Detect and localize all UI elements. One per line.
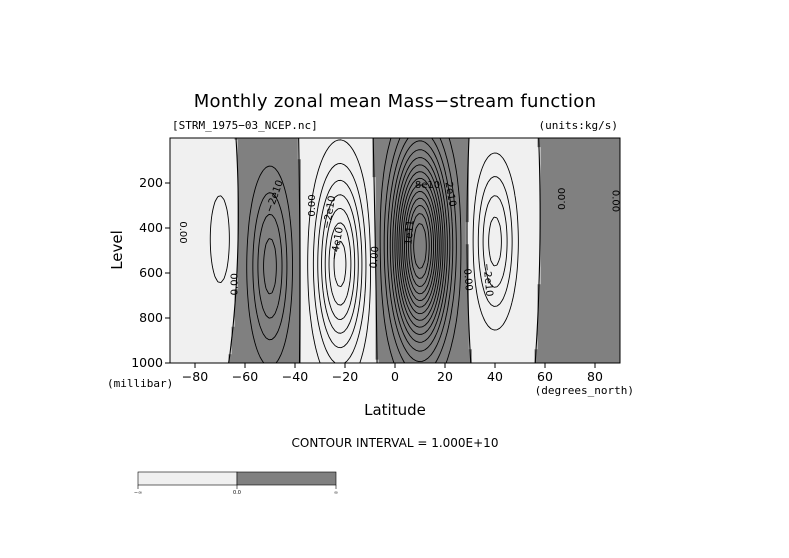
chart-title: Monthly zonal mean Mass−stream function <box>194 91 597 112</box>
y-tick-label: 200 <box>139 175 163 190</box>
positive-contour-line <box>396 164 444 328</box>
x-tick-label: 0 <box>391 369 399 384</box>
contour-label: 0.00 <box>369 246 382 269</box>
y-tick-label: 1000 <box>131 355 163 370</box>
x-unit-label: (degrees_north) <box>535 384 634 397</box>
colorbar-label-high: ∞ <box>334 490 338 496</box>
y-tick-label: 800 <box>139 310 163 325</box>
negative-contour-line <box>328 222 352 306</box>
contour-interval-label: CONTOUR INTERVAL = 1.000E+10 <box>292 436 499 450</box>
colorbar-label-low: −∞ <box>134 490 142 496</box>
contour-label: 0.00 <box>307 194 318 216</box>
colorbar: −∞ 0.0 ∞ <box>134 471 338 496</box>
contour-label: 0.00 <box>557 188 568 210</box>
file-label: [STRM_1975−03_NCEP.nc] <box>172 119 318 132</box>
positive-region <box>228 138 620 363</box>
positive-contour-line <box>263 140 451 352</box>
x-axis-label: Latitude <box>364 401 426 419</box>
positive-contour-line <box>246 138 462 363</box>
positive-contour-line <box>400 177 440 315</box>
positive-contour-line <box>398 171 442 321</box>
y-tick-label: 600 <box>139 265 163 280</box>
positive-contour-line <box>252 138 457 363</box>
positive-contour-line <box>404 190 436 302</box>
positive-contour-line <box>408 204 432 288</box>
y-unit-label: (millibar) <box>107 377 173 390</box>
positive-contour-line <box>394 157 446 335</box>
y-tick-label: 400 <box>139 220 163 235</box>
contour-label: −2e10 <box>481 263 495 297</box>
x-axis: −80 −60 −40 −20 0 20 40 60 80 <box>182 363 603 384</box>
positive-contour-line <box>410 213 430 279</box>
positive-contour-line <box>405 197 435 295</box>
contour-label: 8e10 <box>415 180 440 191</box>
colorbar-label-zero: 0.0 <box>233 490 241 496</box>
x-tick-label: 20 <box>437 369 453 384</box>
positive-shading-layer <box>228 138 620 363</box>
contour-label: 0.00 <box>177 221 188 243</box>
contour-label: 0.00 <box>230 273 241 295</box>
y-axis: 200 400 600 800 1000 <box>131 175 170 370</box>
units-label: (units:kg/s) <box>539 119 618 132</box>
negative-contour-line <box>209 139 519 363</box>
negative-contour-line <box>317 179 508 349</box>
negative-contour-line <box>324 207 356 321</box>
positive-contour-line <box>413 223 427 269</box>
x-tick-label: 40 <box>487 369 503 384</box>
negative-contour-line <box>333 240 347 288</box>
contour-label: 2e10 <box>442 181 457 208</box>
contour-label: 1e11 <box>403 219 416 245</box>
y-axis-label: Level <box>108 230 126 270</box>
contour-label: 0.00 <box>610 190 621 212</box>
contour-label: 0.00 <box>461 268 474 291</box>
positive-contour-line <box>257 138 454 363</box>
x-tick-label: −80 <box>182 369 208 384</box>
x-tick-label: −60 <box>232 369 258 384</box>
x-tick-label: 80 <box>587 369 603 384</box>
x-tick-label: −40 <box>282 369 308 384</box>
positive-contour-line <box>402 184 438 308</box>
colorbar-positive-swatch <box>236 471 337 486</box>
negative-contour-line <box>312 163 513 363</box>
negative-contour-line <box>321 194 502 334</box>
colorbar-negative-swatch <box>137 471 238 486</box>
x-tick-label: 60 <box>537 369 553 384</box>
positive-contour-line <box>392 149 448 343</box>
x-tick-label: −20 <box>332 369 358 384</box>
